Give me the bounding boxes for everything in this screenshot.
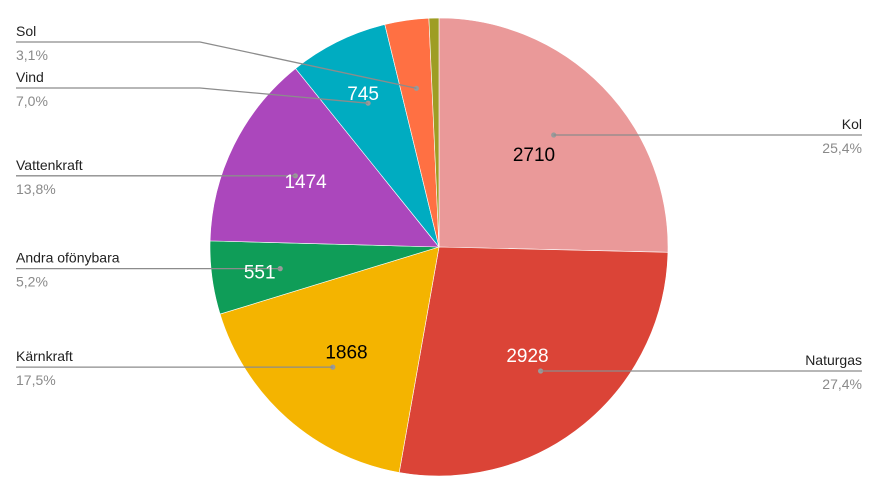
leader-line-sol [16, 41, 417, 89]
value-label-k-rnkraft: 1868 [325, 343, 367, 364]
leader-lines [16, 41, 862, 374]
leader-line-vind [16, 87, 369, 104]
value-label-naturgas: 2928 [506, 346, 548, 367]
pie-slices [209, 17, 669, 477]
percent-label-kol: 25,4% [822, 140, 862, 156]
category-label-vattenkraft: Vattenkraft [16, 157, 83, 173]
percent-label-naturgas: 27,4% [822, 376, 862, 392]
pie-slice-unlabeled-7 [428, 17, 440, 248]
value-label-andra-of-nybara: 551 [244, 262, 276, 283]
percent-label-andra-of-nybara: 5,2% [16, 274, 48, 290]
value-label-vind: 745 [347, 84, 379, 105]
percent-label-k-rnkraft: 17,5% [16, 372, 56, 388]
category-label-vind: Vind [16, 69, 44, 85]
pie-slice-k-rnkraft [219, 246, 440, 473]
value-label-vattenkraft: 1474 [284, 172, 327, 193]
category-label-naturgas: Naturgas [805, 352, 862, 368]
pie-slice-vattenkraft [209, 68, 440, 248]
slice-labels: 2710 Kol 25,4% 2928 Naturgas 27,4% 1868 Kärnkra… [16, 23, 862, 392]
pie-slice-naturgas [398, 246, 669, 477]
category-label-kol: Kol [842, 116, 862, 132]
percent-label-vind: 7,0% [16, 93, 48, 109]
category-label-sol: Sol [16, 23, 36, 39]
category-label-andra-of-nybara: Andra ofönybara [16, 250, 120, 266]
category-label-k-rnkraft: Kärnkraft [16, 348, 73, 364]
percent-label-sol: 3,1% [16, 47, 48, 63]
value-label-kol: 2710 [513, 145, 555, 166]
percent-label-vattenkraft: 13,8% [16, 181, 56, 197]
